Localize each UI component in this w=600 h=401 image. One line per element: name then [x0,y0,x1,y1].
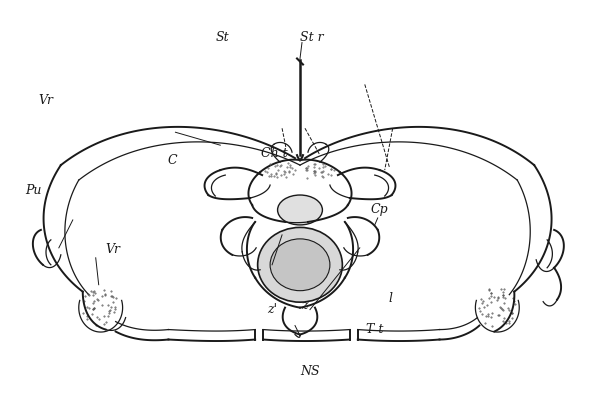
Text: z: z [301,299,308,312]
Ellipse shape [257,227,343,302]
Text: St: St [215,31,229,44]
Text: Vr: Vr [38,93,53,107]
Text: NS: NS [300,365,320,378]
Text: Ch t: Ch t [261,147,288,160]
Text: T t: T t [366,323,383,336]
Text: z': z' [267,304,277,316]
Ellipse shape [278,195,322,225]
Text: Vr: Vr [106,243,121,257]
Text: C: C [167,154,177,166]
Text: Pu: Pu [25,184,41,196]
Text: St r: St r [300,31,324,44]
Text: Cp: Cp [371,203,388,216]
Ellipse shape [270,239,330,291]
Text: l: l [388,292,392,305]
